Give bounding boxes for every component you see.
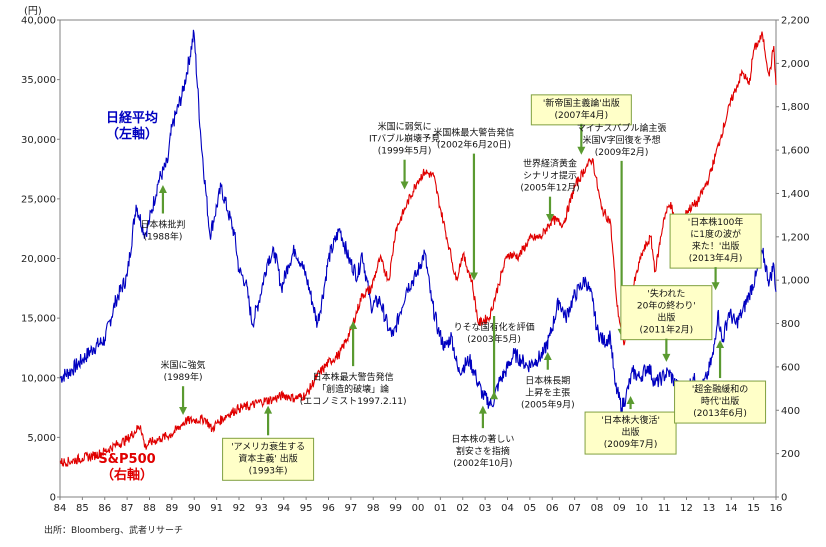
x-axis-tick-label: 01	[434, 503, 447, 514]
series-line	[59, 31, 777, 468]
x-axis-tick-label: 14	[725, 503, 738, 514]
annotation-arrowhead	[478, 405, 487, 414]
annotation-arrowhead	[626, 396, 635, 405]
series-label: S&P500 （右軸）	[98, 452, 155, 483]
x-axis-tick-label: 96	[322, 503, 335, 514]
annotation-box	[674, 380, 767, 424]
right-axis-tick-label: 0	[781, 493, 787, 504]
x-axis-tick-label: 98	[367, 503, 380, 514]
x-axis-tick-label: 86	[98, 503, 111, 514]
x-axis-tick-label: 08	[591, 503, 604, 514]
x-axis-tick-label: 11	[658, 503, 671, 514]
x-axis-tick-label: 97	[345, 503, 358, 514]
annotation-text: 日本株最大警告発信「創造的破壊」論(エコノミスト1997.2.11)	[300, 371, 407, 407]
x-axis-tick-label: 93	[255, 503, 268, 514]
right-axis-tick-label: 800	[781, 319, 800, 330]
right-axis-tick-label: 1,800	[781, 102, 810, 113]
right-axis-tick-label: 2,000	[781, 59, 810, 70]
annotation-arrowhead	[469, 272, 478, 281]
annotation-text: 日本株長期上昇を主張(2005年9月)	[521, 375, 575, 411]
right-axis-tick-label: 1,000	[781, 276, 810, 287]
left-axis-tick-label: 10,000	[21, 373, 56, 384]
right-axis-tick-label: 1,600	[781, 146, 810, 157]
x-axis-tick-label: 94	[277, 503, 290, 514]
y-unit-label: (円)	[24, 6, 42, 17]
annotation-text: 'アメリカ衰生する資本主義' 出版(1993年)	[231, 440, 305, 476]
x-axis-tick-label: 84	[54, 503, 67, 514]
annotation-text: 世界経済黄金シナリオ提示(2005年12月)	[520, 158, 579, 194]
axes: 0 5,000 10,000 15,000 20,000 25,000 30,000 35,0…	[21, 16, 810, 515]
right-axis-tick-label: 200	[781, 449, 800, 460]
annotation-arrowhead	[264, 405, 273, 414]
annotation-arrowhead	[577, 146, 586, 155]
x-axis-tick-label: 99	[389, 503, 402, 514]
x-axis-tick-label: 89	[166, 503, 179, 514]
x-axis-tick-label: 07	[568, 503, 581, 514]
annotation-text: '日本株大復活'出版(2009年7月)	[601, 414, 660, 450]
x-axis-tick-label: 00	[412, 503, 425, 514]
x-axis-tick-label: 16	[770, 503, 783, 514]
source-note: 出所：Bloomberg、武者リサーチ	[44, 524, 183, 536]
x-axis-tick-label: 85	[76, 503, 89, 514]
annotation-box	[620, 285, 713, 341]
x-axis-tick-label: 04	[501, 503, 514, 514]
x-axis-tick-label: 15	[747, 503, 760, 514]
left-axis-tick-label: 15,000	[21, 314, 56, 325]
annotation-arrowhead	[158, 184, 167, 193]
x-axis-tick-label: 06	[546, 503, 559, 514]
x-axis-tick-label: 95	[300, 503, 313, 514]
annotation-arrowhead	[490, 391, 499, 400]
x-axis-tick-label: 12	[680, 503, 693, 514]
x-axis-tick-label: 91	[210, 503, 223, 514]
annotation-text: 米国株最大警告発信(2002年6月20日)	[433, 127, 514, 151]
left-axis-tick-label: 20,000	[21, 254, 56, 265]
left-axis-tick-label: 30,000	[21, 135, 56, 146]
x-axis-tick-label: 02	[456, 503, 469, 514]
annotation-arrowhead	[543, 351, 552, 360]
annotation-box	[669, 213, 762, 269]
left-axis-tick-label: 25,000	[21, 194, 56, 205]
right-axis-tick-label: 400	[781, 406, 800, 417]
x-axis-tick-label: 10	[635, 503, 648, 514]
series-layer: 日経平均（左軸） S&P500 （右軸）	[59, 29, 777, 483]
x-axis-tick-label: 88	[143, 503, 156, 514]
right-axis-tick-label: 1,200	[781, 232, 810, 243]
annotation-text: '新帝国主義論'出版(2007年4月)	[543, 97, 620, 121]
annotation-text: '日本株100年に1度の波が来た！'出版(2013年4月)	[688, 216, 744, 264]
series-line	[59, 29, 777, 414]
left-axis-tick-label: 40,000	[21, 16, 56, 27]
annotations-layer: 日本株批判(1988年) 米国に強気(1989年) 'アメリカ衰生する資本主義' 出…	[140, 94, 767, 481]
annotation-arrowhead	[716, 340, 725, 349]
annotation-text: 米国に強気(1989年)	[161, 359, 206, 383]
series-label: 日経平均（左軸）	[106, 110, 158, 142]
right-axis-tick-label: 600	[781, 362, 800, 373]
right-axis-tick-label: 1,400	[781, 189, 810, 200]
x-axis-tick-label: 09	[613, 503, 626, 514]
annotation-box	[584, 411, 677, 455]
x-axis-tick-label: 05	[524, 503, 537, 514]
x-axis-tick-label: 87	[121, 503, 134, 514]
left-axis-tick-label: 35,000	[21, 75, 56, 86]
x-axis-tick-label: 90	[188, 503, 201, 514]
annotation-arrowhead	[662, 353, 671, 362]
annotation-text: 米国に弱気に ITバブル崩壊予見(1999年5月)	[369, 121, 440, 157]
annotation-arrowhead	[400, 181, 409, 190]
left-axis-tick-label: 0	[50, 493, 56, 504]
annotation-arrowhead	[546, 213, 555, 222]
annotation-text: 日本株批判(1988年)	[140, 218, 185, 242]
right-axis-tick-label: 2,200	[781, 16, 810, 27]
x-axis-tick-label: 13	[703, 503, 716, 514]
annotation-arrowhead	[349, 321, 358, 330]
annotation-arrowhead	[179, 406, 188, 415]
annotation-text: '失われた 20年の終わり'出版(2011年2月)	[637, 288, 696, 336]
annotation-text: 日本株の著しい割安さを指摘(2002年10月)	[451, 433, 514, 469]
annotation-box	[222, 437, 315, 481]
left-axis-tick-label: 5,000	[27, 433, 56, 444]
annotation-text: マイナスバブル論主張米国V字回復を予想(2009年2月)	[577, 122, 667, 158]
x-axis-tick-label: 92	[233, 503, 246, 514]
annotation-arrowhead	[711, 282, 720, 291]
x-axis-tick-label: 03	[479, 503, 492, 514]
annotation-text: '超金融緩和の時代'出版(2013年6月)	[692, 383, 748, 419]
